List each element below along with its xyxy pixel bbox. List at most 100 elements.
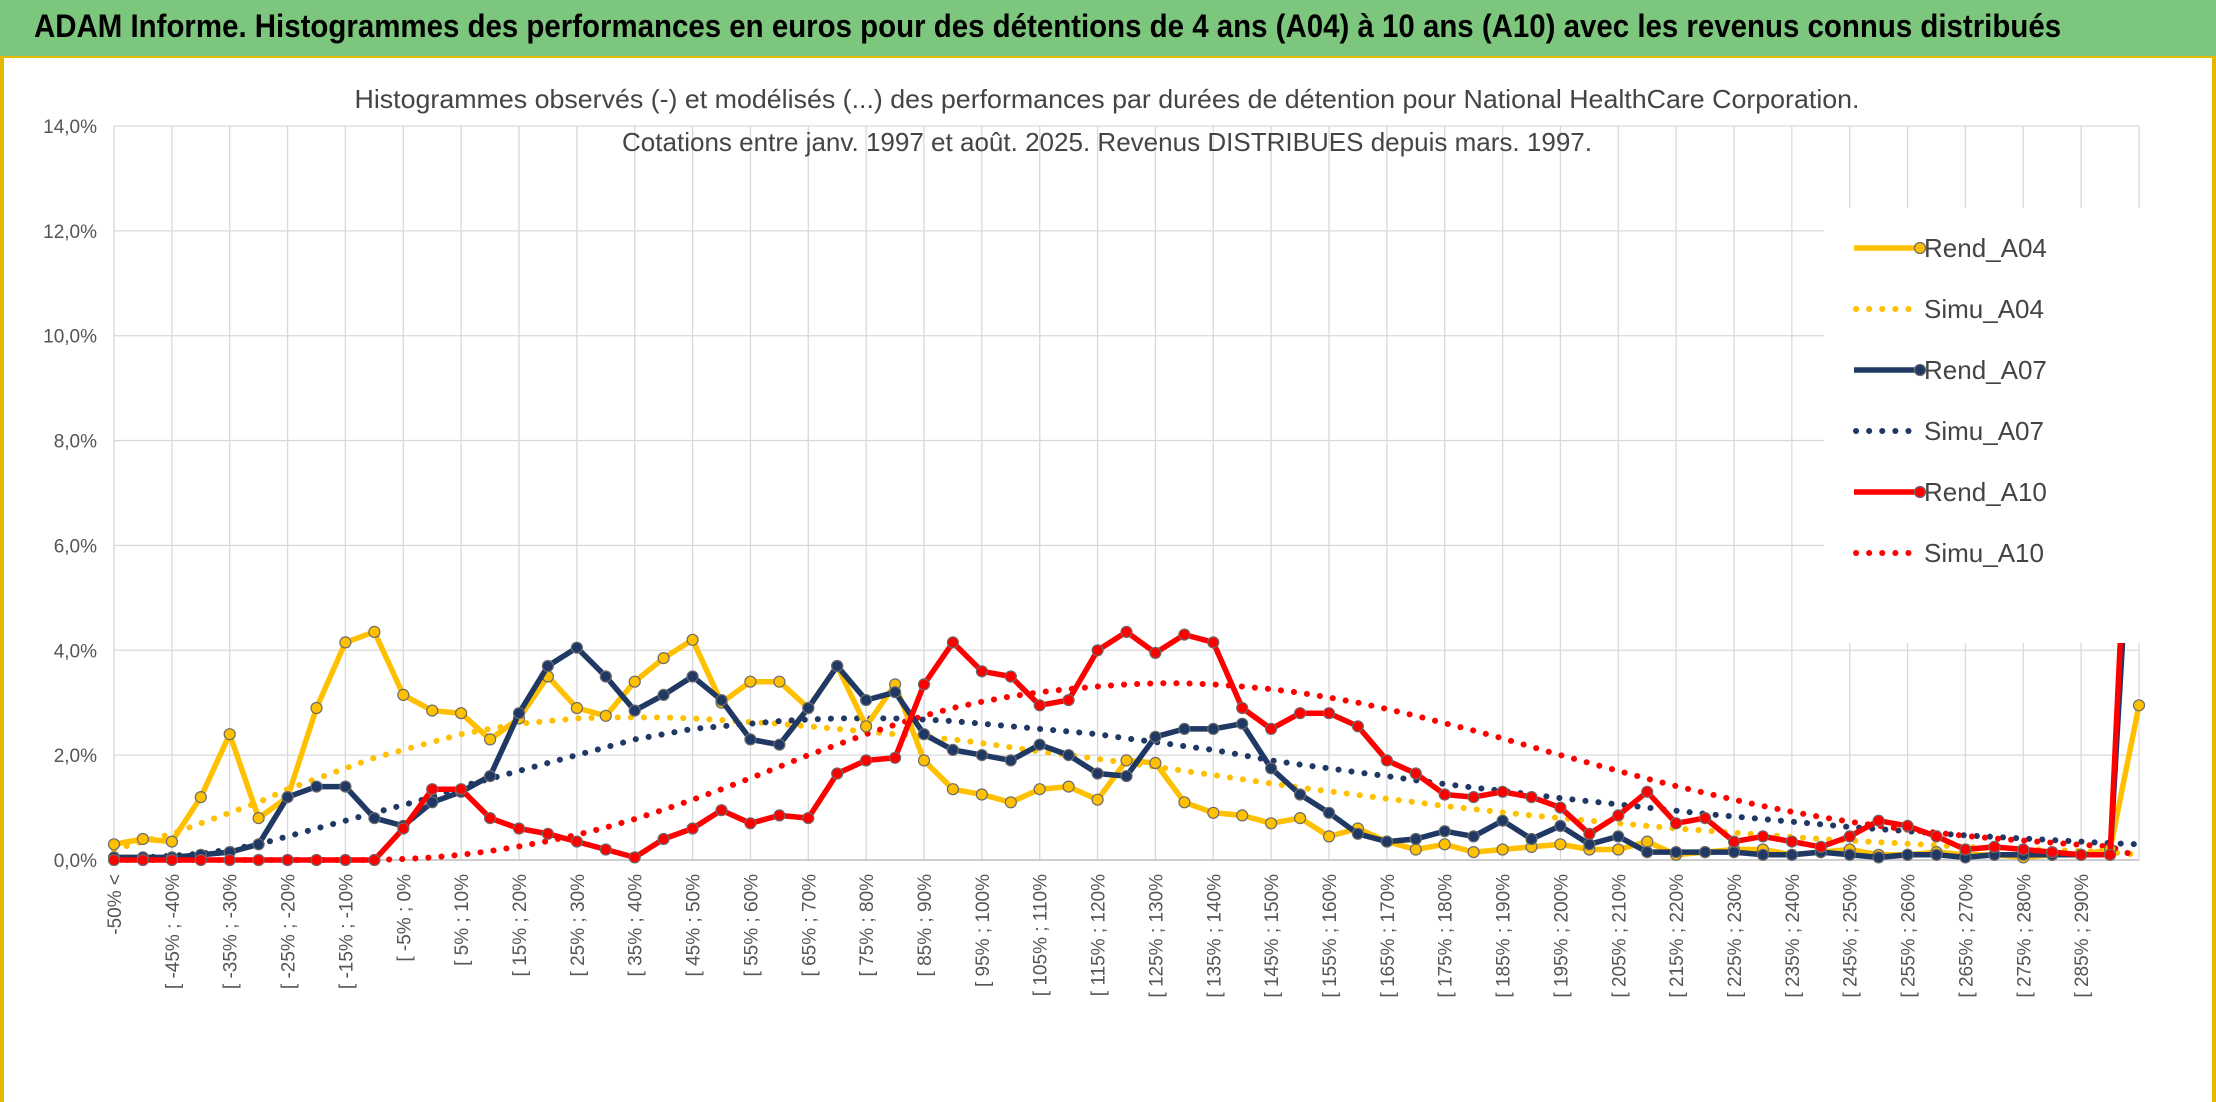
data-point [657, 688, 670, 702]
x-tick-label: [ 235% ; 240% [1783, 874, 1804, 998]
data-point [1438, 825, 1451, 838]
legend-label: Simu_A07 [1924, 416, 2044, 446]
x-tick-label: [ 275% ; 280% [2014, 874, 2035, 998]
data-point [686, 670, 699, 683]
chart-subtitle: Cotations entre janv. 1997 et août. 2025… [622, 127, 1592, 157]
data-point [1351, 720, 1365, 733]
data-point [1814, 840, 1827, 854]
data-point [1178, 628, 1191, 641]
data-point [917, 678, 931, 691]
data-point [1785, 835, 1799, 848]
data-point [1756, 830, 1770, 843]
data-point [1583, 838, 1596, 851]
data-point [397, 688, 410, 702]
data-point [1496, 843, 1509, 856]
data-point [1207, 722, 1220, 736]
data-point [975, 665, 989, 678]
data-point [1293, 811, 1307, 825]
y-tick-label: 2,0% [54, 746, 97, 767]
data-point [1785, 848, 1799, 861]
x-tick-label: [ 135% ; 140% [1204, 874, 1225, 998]
data-point [1033, 699, 1046, 712]
data-point [1293, 707, 1307, 720]
x-tick-label: [ 105% ; 110% [1031, 874, 1052, 996]
chart-legend: Rend_A04 Simu_A04 Rend_A07 Simu_A07 Rend_A10… [1853, 233, 2047, 568]
chart-frame: 0,0% 2,0% 4,0% 6,0% 8,0% 10,0% 12,0% 14,0% -50%… [0, 58, 2216, 1102]
data-point [223, 853, 236, 867]
x-tick-label: [ 255% ; 260% [1899, 874, 1920, 998]
chart-title: Histogrammes observés (-) et modélisés (… [355, 84, 1860, 114]
data-point [1612, 843, 1625, 856]
data-point [1467, 790, 1480, 804]
x-tick-label: [ 75% ; 80% [857, 874, 878, 977]
data-point [1207, 806, 1220, 819]
data-point [339, 636, 352, 649]
data-point [657, 651, 670, 665]
data-point [455, 783, 468, 796]
data-point [136, 832, 149, 846]
data-point [310, 853, 323, 867]
data-point [1988, 840, 2001, 854]
data-point [541, 827, 555, 840]
data-point [426, 783, 439, 796]
data-point [339, 780, 352, 793]
data-point [1149, 730, 1162, 743]
x-tick-label: [ 45% ; 50% [684, 874, 705, 977]
data-point [570, 701, 584, 715]
data-point [194, 853, 207, 867]
data-point [252, 853, 265, 867]
x-tick-label: [ 185% ; 190% [1494, 874, 1515, 998]
data-point [310, 701, 323, 715]
data-point [1149, 646, 1162, 660]
data-point [1351, 827, 1365, 840]
data-point [1641, 845, 1654, 859]
data-point [1872, 851, 1885, 864]
data-point [136, 853, 149, 867]
data-point [1727, 835, 1741, 848]
data-point [1091, 644, 1104, 657]
data-point [975, 788, 989, 801]
data-point [917, 728, 931, 741]
data-point [252, 811, 265, 825]
x-tick-label: [ 225% ; 230% [1725, 874, 1746, 998]
series-simu-a07 [111, 715, 2142, 862]
data-point [1091, 767, 1104, 780]
data-point [368, 811, 381, 825]
data-point [599, 709, 612, 722]
data-point [194, 790, 207, 804]
data-point [888, 751, 902, 764]
data-point [252, 838, 265, 851]
data-point [1872, 814, 1885, 827]
y-tick-label: 4,0% [54, 641, 97, 662]
legend-label: Simu_A10 [1924, 538, 2044, 568]
x-tick-label: [ 265% ; 270% [1956, 874, 1977, 998]
data-point [1612, 830, 1625, 843]
data-point [1062, 780, 1075, 793]
data-point [1236, 717, 1249, 730]
y-tick-label: 14,0% [43, 117, 97, 138]
data-point [310, 780, 323, 793]
x-tick-label: [ 155% ; 160% [1320, 874, 1341, 998]
data-point [1583, 827, 1596, 840]
data-point [1496, 814, 1509, 827]
data-point [1467, 830, 1480, 843]
data-point [1409, 843, 1422, 856]
data-point [744, 675, 757, 688]
data-point [107, 853, 121, 867]
data-point [1380, 835, 1394, 848]
x-tick-label: [ -15% ; -10% [336, 874, 357, 989]
y-tick-label: 8,0% [54, 432, 97, 453]
data-point [1091, 793, 1104, 806]
data-point [455, 707, 468, 720]
x-tick-label: [ 195% ; 200% [1551, 874, 1572, 998]
data-point [1525, 790, 1538, 804]
data-point [165, 853, 178, 867]
data-point [599, 670, 612, 683]
histogram-chart: 0,0% 2,0% 4,0% 6,0% 8,0% 10,0% 12,0% 14,0% -50%… [43, 84, 2164, 998]
data-point [1554, 801, 1567, 814]
data-point [541, 659, 555, 673]
data-point [1409, 832, 1422, 846]
data-point [426, 796, 439, 809]
data-point [223, 728, 236, 741]
data-point [1236, 701, 1249, 715]
